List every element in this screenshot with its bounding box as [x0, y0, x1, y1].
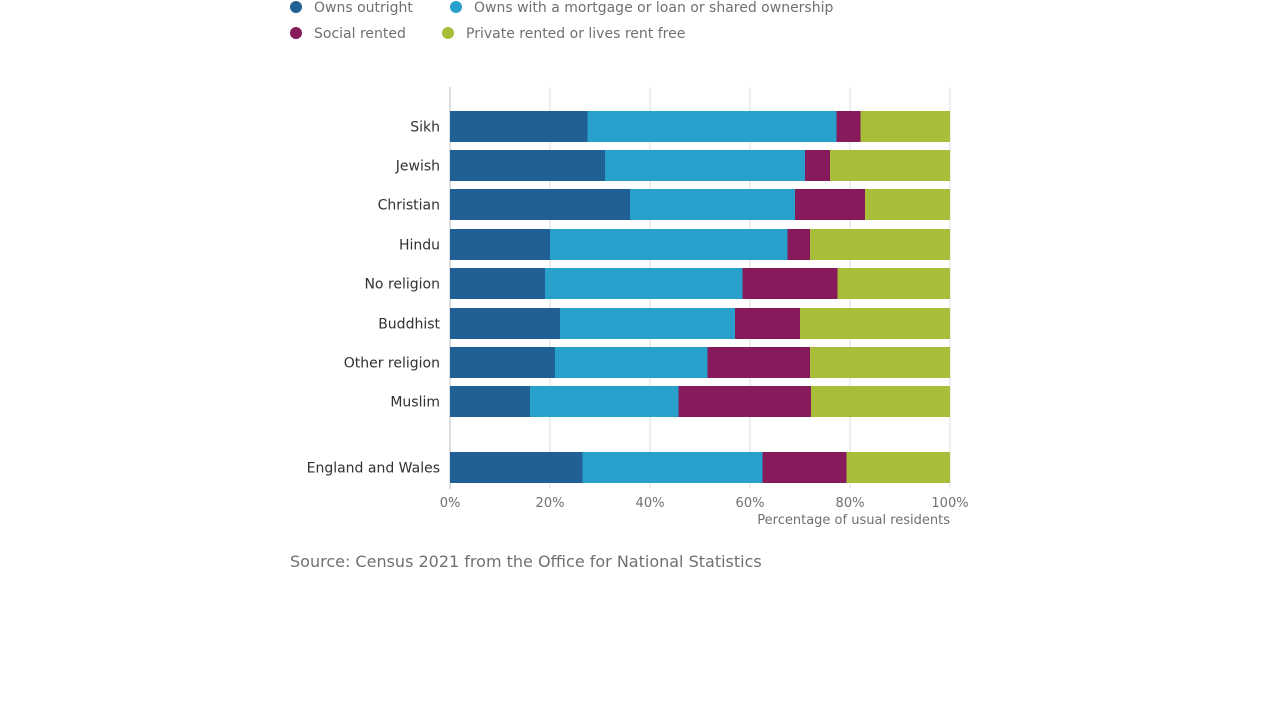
x-tick-label-5: 100% — [931, 496, 968, 511]
bar-segment-9-3 — [762, 452, 847, 483]
category-label-7: Other religion — [344, 356, 440, 372]
legend: Owns outright Owns with a mortgage or loa… — [290, 0, 833, 42]
legend-swatch-1 — [290, 1, 302, 13]
x-tick-label-4: 80% — [836, 496, 865, 511]
category-label-2: Jewish — [395, 159, 440, 175]
legend-swatch-4 — [442, 27, 454, 39]
bar-segment-5-2 — [545, 268, 743, 299]
source-note: Source: Census 2021 from the Office for … — [290, 552, 762, 571]
category-label-3: Christian — [378, 198, 440, 214]
category-label-4: Hindu — [399, 238, 440, 254]
bar-segment-7-1 — [450, 347, 555, 378]
bar-segment-2-1 — [450, 150, 605, 181]
bar-segment-4-1 — [450, 229, 550, 260]
legend-label-3: Social rented — [314, 26, 406, 42]
x-axis-ticks: 0% 20% 40% 60% 80% 100% — [440, 496, 969, 511]
bar-segment-3-3 — [795, 189, 865, 220]
legend-swatch-3 — [290, 27, 302, 39]
bar-segment-9-1 — [450, 452, 583, 483]
category-label-8: Muslim — [390, 395, 440, 411]
category-label-9: England and Wales — [307, 461, 440, 477]
bar-segment-7-3 — [707, 347, 810, 378]
bar-segment-6-2 — [560, 308, 735, 339]
category-label-5: No religion — [364, 277, 440, 293]
bar-segment-2-2 — [605, 150, 805, 181]
legend-label-4: Private rented or lives rent free — [466, 26, 685, 42]
category-label-6: Buddhist — [378, 317, 440, 333]
bar-segment-8-4 — [811, 386, 950, 417]
bar-segment-3-1 — [450, 189, 630, 220]
x-axis-title: Percentage of usual residents — [757, 513, 950, 528]
x-tick-label-1: 20% — [536, 496, 565, 511]
bar-segment-8-2 — [530, 386, 679, 417]
bar-segment-7-4 — [810, 347, 950, 378]
bar-segment-3-2 — [630, 189, 795, 220]
bar-segment-5-3 — [742, 268, 838, 299]
category-labels: Sikh Jewish Christian Hindu No religion Buddh… — [307, 120, 441, 477]
x-tick-label-0: 0% — [440, 496, 461, 511]
bar-segment-4-4 — [810, 229, 950, 260]
legend-label-1: Owns outright — [314, 0, 413, 16]
bar-segment-2-3 — [805, 150, 830, 181]
bar-segment-6-4 — [800, 308, 950, 339]
bar-segment-6-1 — [450, 308, 560, 339]
bars — [450, 111, 950, 483]
bar-segment-5-4 — [837, 268, 950, 299]
bar-segment-8-3 — [678, 386, 811, 417]
bar-segment-9-4 — [846, 452, 950, 483]
bar-segment-8-1 — [450, 386, 530, 417]
bar-segment-6-3 — [735, 308, 800, 339]
bar-segment-1-1 — [450, 111, 588, 142]
bar-segment-9-2 — [582, 452, 763, 483]
legend-label-2: Owns with a mortgage or loan or shared o… — [474, 0, 833, 16]
bar-segment-3-4 — [865, 189, 950, 220]
x-tick-label-2: 40% — [636, 496, 665, 511]
bar-segment-2-4 — [830, 150, 950, 181]
x-tick-label-3: 60% — [736, 496, 765, 511]
bar-segment-7-2 — [555, 347, 708, 378]
category-label-1: Sikh — [410, 120, 440, 136]
bar-segment-4-2 — [550, 229, 788, 260]
bar-segment-1-4 — [860, 111, 950, 142]
bar-segment-1-3 — [836, 111, 861, 142]
bar-segment-4-3 — [787, 229, 810, 260]
legend-swatch-2 — [450, 1, 462, 13]
bar-segment-1-2 — [587, 111, 837, 142]
bar-segment-5-1 — [450, 268, 545, 299]
